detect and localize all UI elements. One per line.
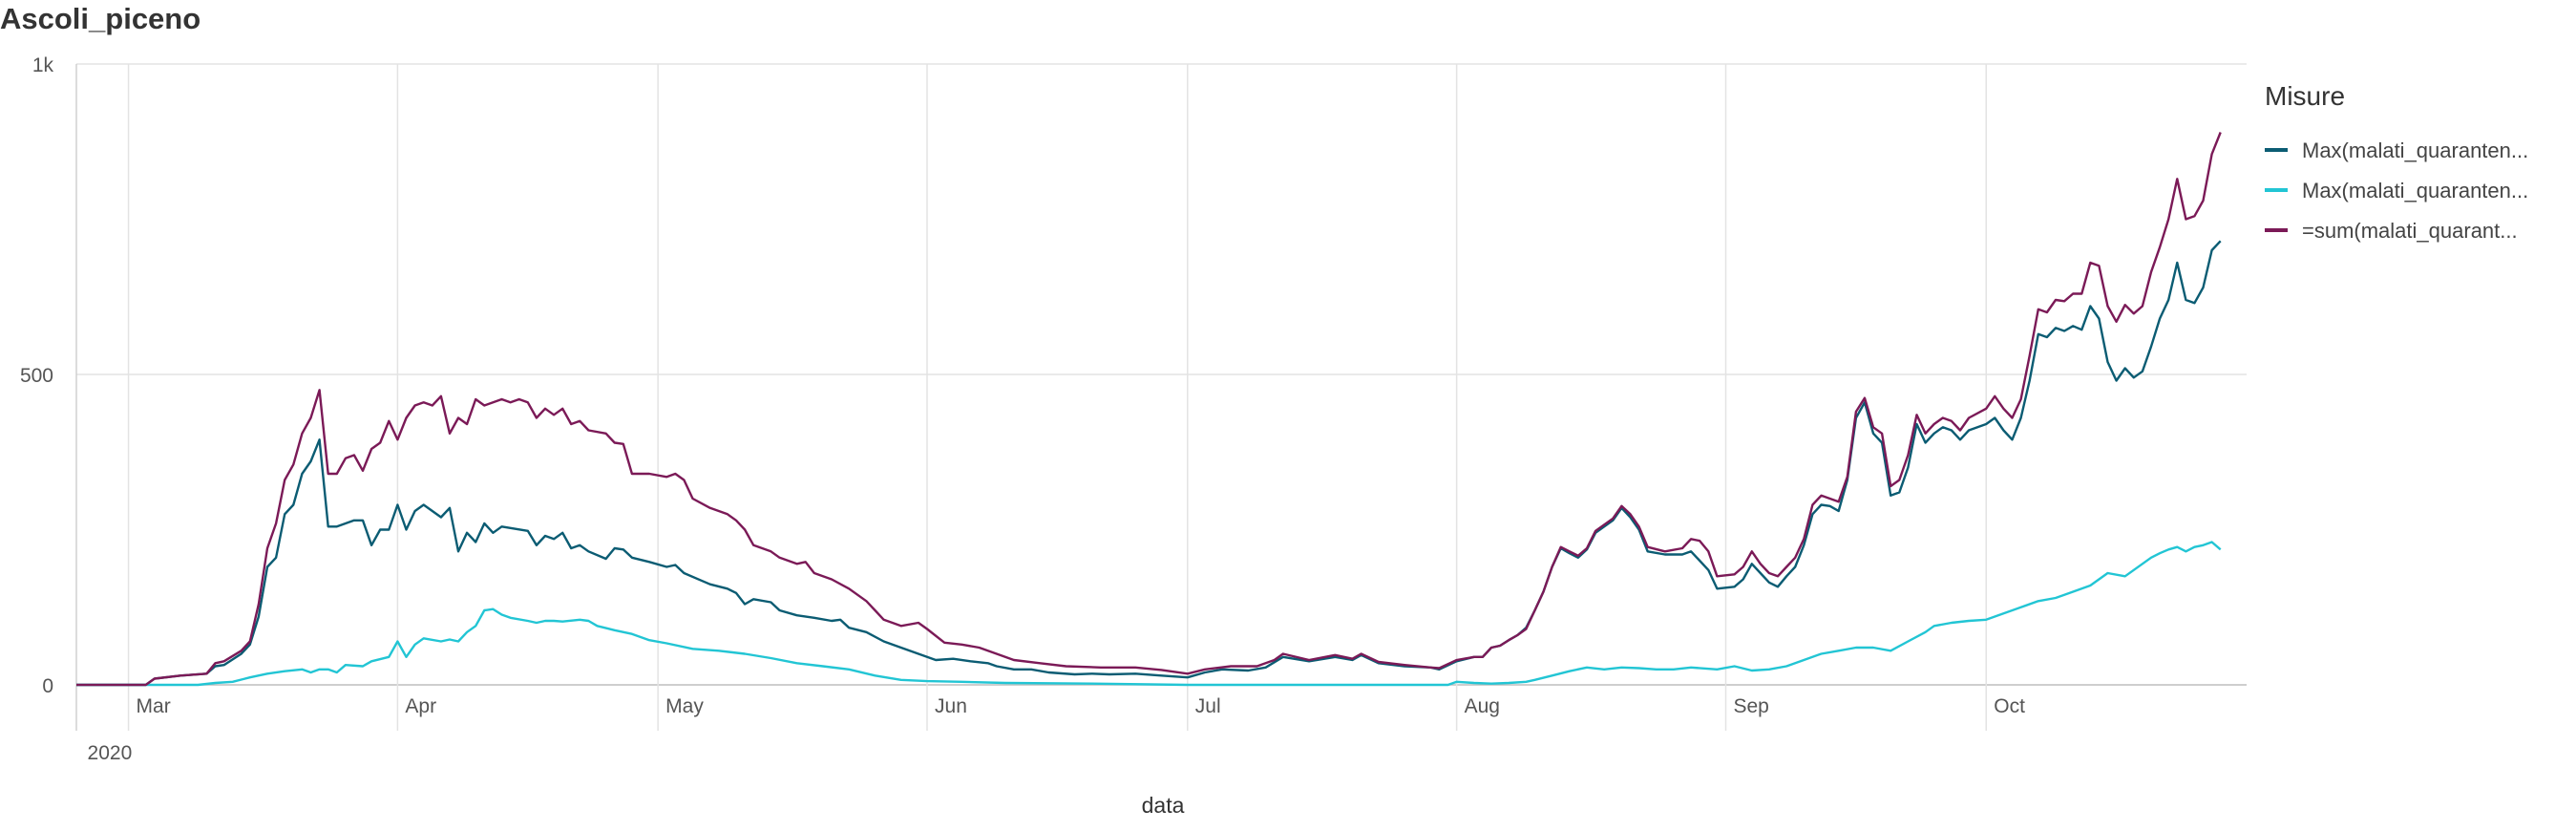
x-tick-label: Jul bbox=[1195, 695, 1221, 717]
chart-title: Ascoli_piceno bbox=[0, 2, 201, 35]
y-tick-label: 500 bbox=[20, 365, 53, 387]
x-tick-label: Aug bbox=[1465, 695, 1500, 717]
x-axis-label: data bbox=[1142, 793, 1185, 818]
legend-item-1[interactable]: Max(malati_quaranten... bbox=[2265, 138, 2528, 162]
x-tick-label: Apr bbox=[405, 695, 436, 717]
legend-title: Misure bbox=[2265, 81, 2345, 111]
legend-label: =sum(malati_quarant... bbox=[2302, 219, 2518, 243]
x-tick-label: Mar bbox=[137, 695, 171, 717]
x-tick-label: Jun bbox=[935, 695, 967, 717]
legend-item-3[interactable]: =sum(malati_quarant... bbox=[2265, 219, 2518, 243]
y-tick-label: 1k bbox=[32, 54, 54, 76]
legend-label: Max(malati_quaranten... bbox=[2302, 179, 2528, 202]
x-tick-label: Oct bbox=[1994, 695, 2025, 717]
axis-ticks: 0 500 1k Mar Apr May Jun Jul Aug Sep Oct 2020 bbox=[20, 54, 2025, 764]
series-lines bbox=[76, 132, 2222, 687]
x-year-label: 2020 bbox=[88, 742, 133, 764]
x-tick-label: Sep bbox=[1733, 695, 1768, 717]
series-line-2 bbox=[76, 541, 2222, 687]
series-line-1 bbox=[76, 240, 2222, 687]
legend-label: Max(malati_quaranten... bbox=[2302, 138, 2528, 162]
y-tick-label: 0 bbox=[42, 675, 53, 697]
legend-item-2[interactable]: Max(malati_quaranten... bbox=[2265, 179, 2528, 202]
series-line-3 bbox=[76, 132, 2222, 687]
legend[interactable]: Misure Max(malati_quaranten... Max(malati… bbox=[2265, 81, 2528, 243]
grid-lines bbox=[75, 63, 2247, 731]
x-tick-label: May bbox=[665, 695, 704, 717]
